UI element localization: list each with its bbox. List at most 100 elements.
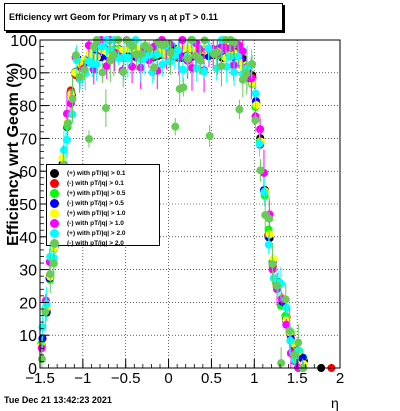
data-point xyxy=(217,62,226,71)
data-point xyxy=(260,188,269,197)
data-point xyxy=(238,75,247,84)
data-point xyxy=(256,125,265,134)
data-point xyxy=(171,122,180,131)
legend-entry: (-) with pT/|q| > 0.1 xyxy=(50,178,124,188)
legend-label: (+) with pT/|q| > 0.1 xyxy=(67,169,126,177)
data-point xyxy=(192,64,201,73)
data-point xyxy=(230,38,239,47)
y-axis-label: Efficiency wrt Geom (%) xyxy=(5,62,22,246)
legend-entry: (+) with pT/|q| > 1.0 xyxy=(50,208,126,218)
data-point xyxy=(42,299,51,308)
data-point xyxy=(84,134,93,143)
data-point xyxy=(256,166,265,175)
data-point xyxy=(294,338,303,347)
data-point xyxy=(62,135,71,144)
legend-entry: (-) with pT/|q| > 1.0 xyxy=(50,218,124,228)
data-point xyxy=(200,67,209,76)
legend-entry: (-) with pT/|q| > 2.0 xyxy=(50,238,124,248)
data-point xyxy=(123,36,132,45)
data-point xyxy=(251,116,260,125)
legend-marker xyxy=(50,198,59,208)
grid xyxy=(40,40,340,368)
tick-labels: −1.5 −1 −0.5 0 0.5 1 1.5 2010203040506070809010… xyxy=(10,33,344,387)
x-tick-label: −0.5 xyxy=(111,370,141,387)
legend-marker xyxy=(50,238,59,248)
data-point xyxy=(71,51,80,60)
y-tick-label: 0 xyxy=(28,361,37,378)
y-tick-label: 70 xyxy=(19,131,37,148)
data-point xyxy=(59,146,68,155)
chart-title-box: Efficiency wrt Geom for Primary vs η at … xyxy=(4,3,283,31)
data-point xyxy=(282,303,291,312)
data-point xyxy=(179,83,188,92)
x-tick-label: 0.5 xyxy=(201,370,222,387)
y-tick-label: 20 xyxy=(19,295,37,312)
y-tick-label: 40 xyxy=(19,230,37,247)
data-point xyxy=(41,307,50,316)
data-point xyxy=(37,355,46,364)
data-point xyxy=(109,50,118,59)
y-tick-label: 30 xyxy=(19,263,37,280)
data-point xyxy=(242,69,251,78)
data-point xyxy=(230,68,239,77)
footer-date: Tue Dec 21 13:42:23 2021 xyxy=(4,395,112,405)
data-point xyxy=(265,214,274,223)
legend-marker xyxy=(50,208,59,218)
data-point xyxy=(282,320,291,329)
data-point xyxy=(285,326,294,335)
data-point xyxy=(152,50,161,59)
data-point xyxy=(49,259,58,268)
legend-marker xyxy=(50,218,59,228)
data-point xyxy=(235,105,244,114)
data-point xyxy=(191,51,200,60)
data-point xyxy=(161,39,170,48)
data-point xyxy=(183,54,192,63)
y-tick-label: 80 xyxy=(19,99,37,116)
legend-label: (+) with pT/|q| > 0.5 xyxy=(67,189,126,197)
legend-marker xyxy=(50,228,59,238)
data-point xyxy=(178,65,187,74)
data-point xyxy=(272,281,281,290)
data-point xyxy=(268,260,277,269)
data-point xyxy=(46,270,55,279)
data-point xyxy=(252,101,261,110)
data-point xyxy=(119,68,128,77)
data-point xyxy=(264,240,273,249)
data-point xyxy=(136,50,145,59)
data-point xyxy=(80,65,89,74)
legend-label: (-) with pT/|q| > 1.0 xyxy=(67,219,124,227)
data-point xyxy=(225,52,234,61)
y-tick-label: 60 xyxy=(19,164,37,181)
legend-entry: (-) with pT/|q| > 0.5 xyxy=(50,198,124,208)
data-point xyxy=(98,68,107,77)
legend-marker xyxy=(50,168,59,178)
legend-label: (+) with pT/|q| > 1.0 xyxy=(67,209,126,217)
legend-marker xyxy=(50,188,59,198)
legend-label: (-) with pT/|q| > 2.0 xyxy=(67,239,124,247)
data-point xyxy=(58,154,67,163)
data-point xyxy=(106,56,115,65)
legend-label: (-) with pT/|q| > 0.1 xyxy=(67,179,124,187)
data-point xyxy=(234,52,243,61)
data-point xyxy=(196,56,205,65)
x-tick-label: −1.5 xyxy=(25,370,55,387)
y-tick-label: 90 xyxy=(19,66,37,83)
data-point xyxy=(101,104,110,113)
data-point xyxy=(286,336,295,345)
data-point xyxy=(89,42,98,51)
legend: (+) with pT/|q| > 0.1 (-) with pT/|q| > 0… xyxy=(46,164,160,248)
legend-label: (-) with pT/|q| > 0.5 xyxy=(67,199,124,207)
data-point xyxy=(166,48,175,57)
legend-label: (+) with pT/|q| > 2.0 xyxy=(67,229,126,237)
data-point xyxy=(63,119,72,128)
data-point xyxy=(281,295,290,304)
data-point xyxy=(205,131,214,140)
data-point xyxy=(290,350,299,359)
data-point xyxy=(251,89,260,98)
x-tick-label: 0 xyxy=(164,370,172,387)
data-point xyxy=(213,48,222,57)
axis-ticks xyxy=(39,39,341,369)
x-axis-label: η xyxy=(331,395,339,411)
x-tick-label: 1.5 xyxy=(287,370,308,387)
